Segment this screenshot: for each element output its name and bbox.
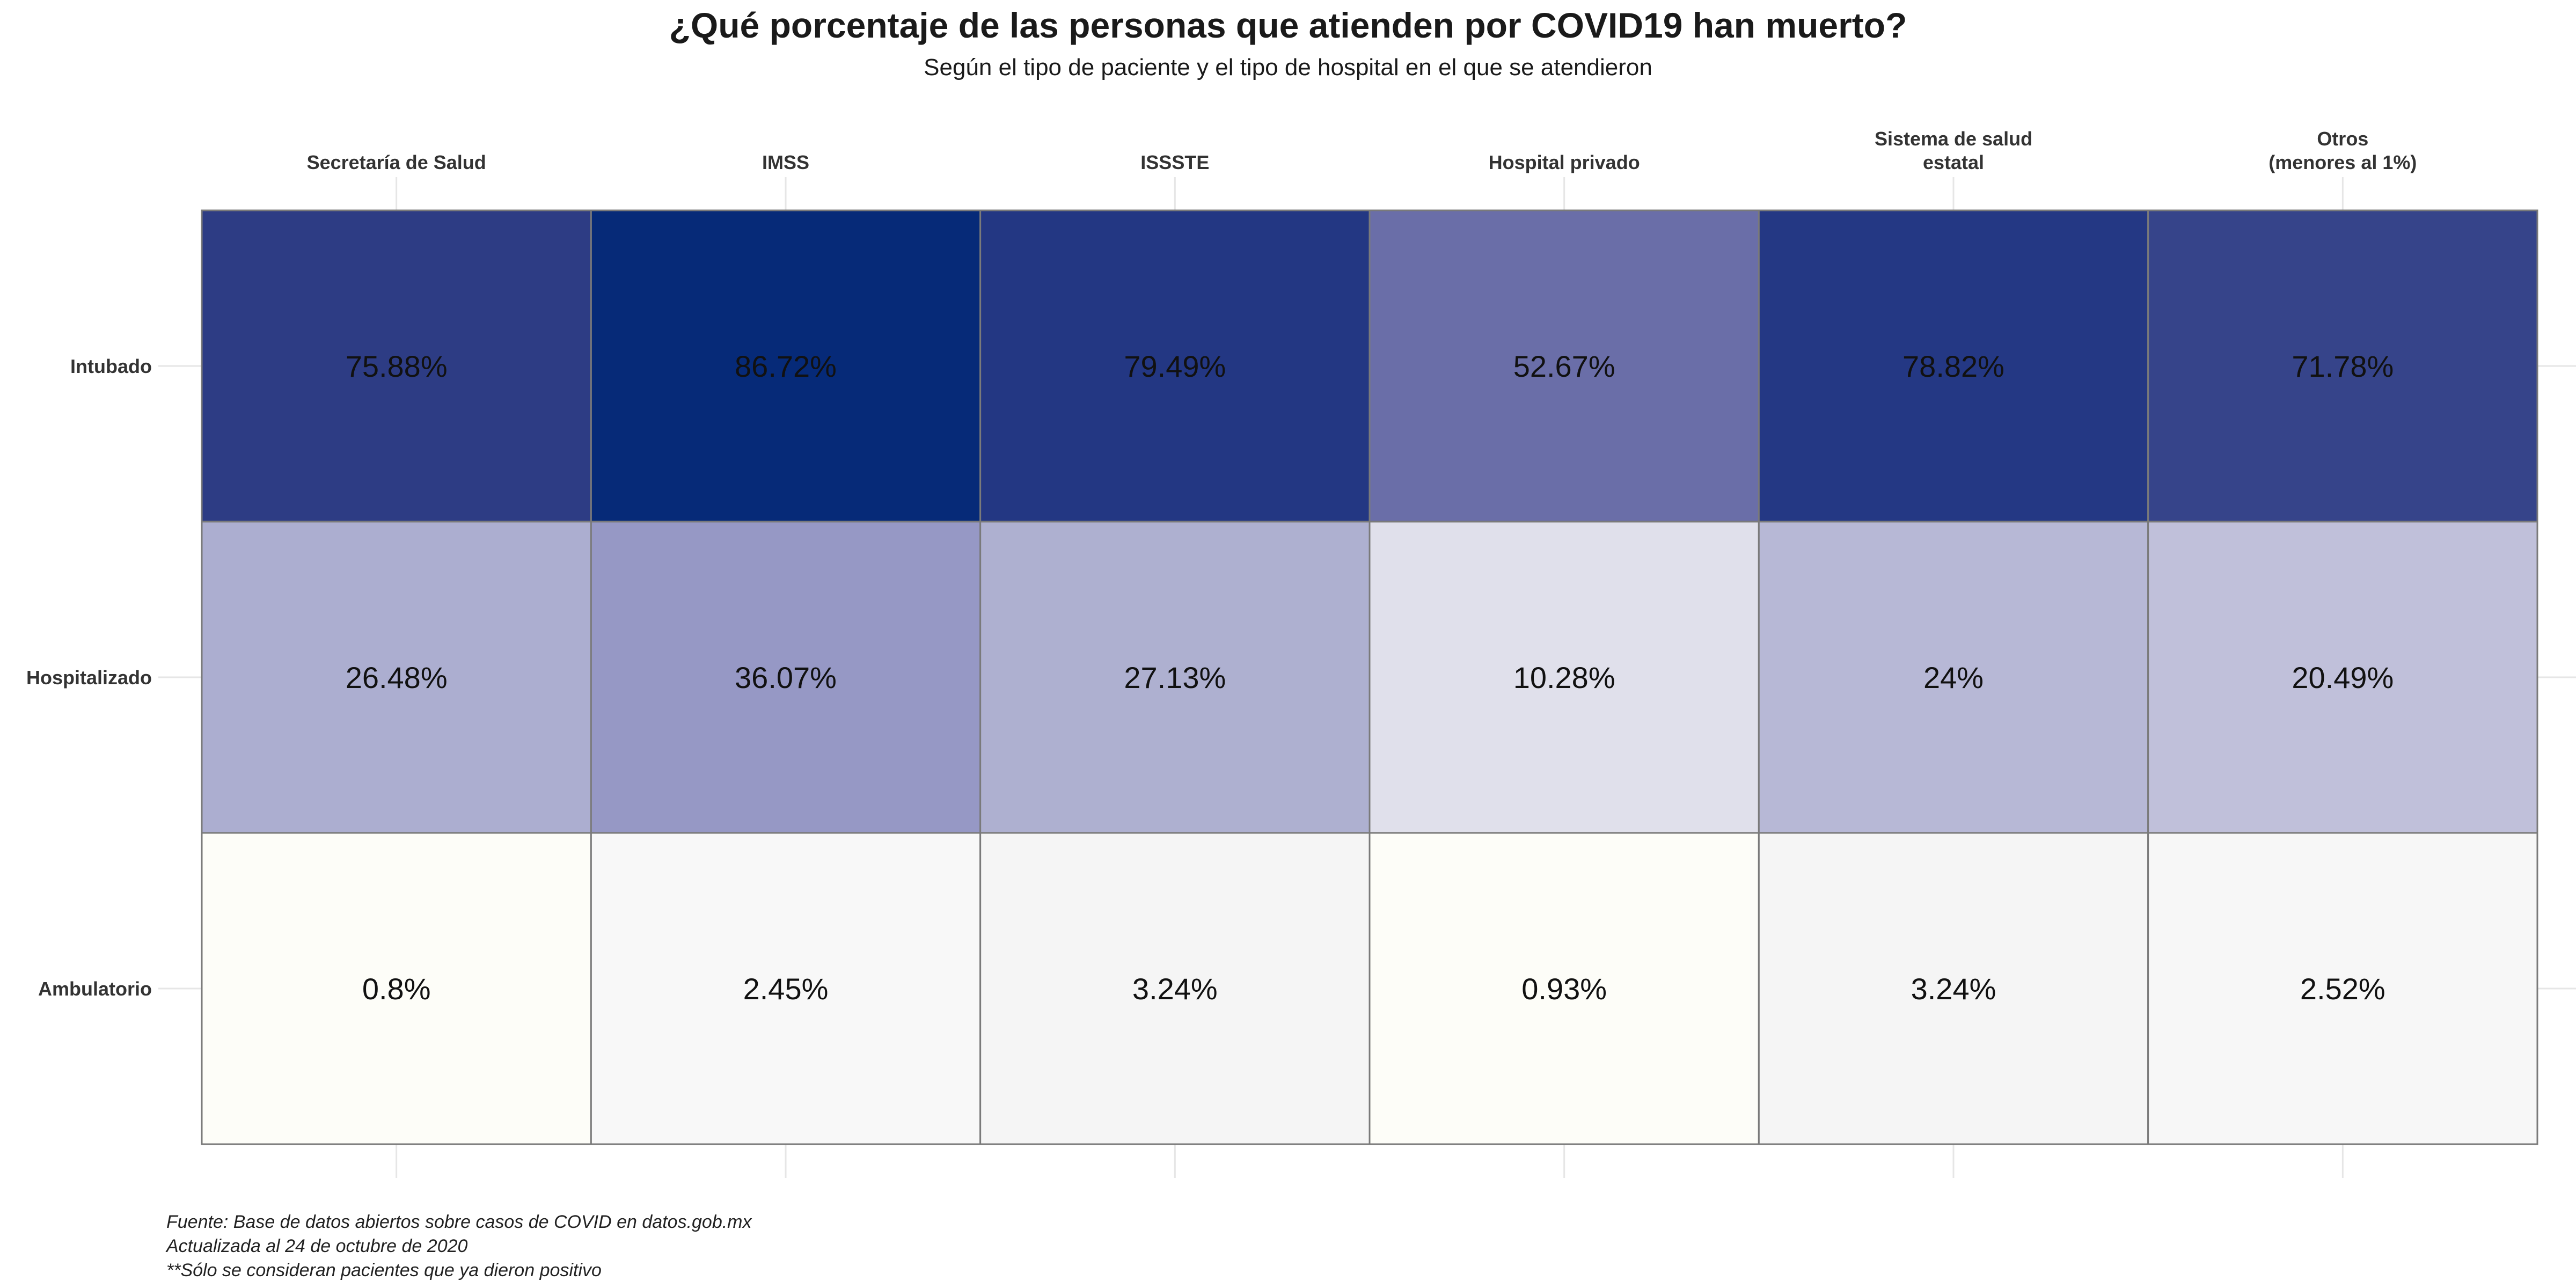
heatmap-cell	[979, 521, 1371, 834]
caption-line: **Sólo se consideran pacientes que ya di…	[166, 1260, 602, 1280]
cell-value-label: 79.49%	[1124, 349, 1226, 383]
cell-value-label: 3.24%	[1132, 972, 1218, 1006]
heatmap-cell	[1368, 832, 1760, 1145]
heatmap-cell	[2147, 209, 2538, 523]
column-label: Secretaría de Salud	[307, 151, 486, 173]
row-label: Intubado	[70, 355, 152, 377]
cell-value-label: 0.93%	[1521, 972, 1607, 1006]
cell-value-label: 78.82%	[1902, 349, 2004, 383]
heatmap-cell	[2147, 832, 2538, 1145]
heatmap-cell	[979, 832, 1371, 1145]
cell-value-label: 3.24%	[1911, 972, 1996, 1006]
cell-value-label: 86.72%	[735, 349, 837, 383]
heatmap-cell	[590, 521, 982, 834]
cell-value-label: 52.67%	[1513, 349, 1615, 383]
heatmap-cell	[201, 832, 592, 1145]
column-label: Sistema de salud estatal	[1875, 128, 2032, 173]
heatmap-cell	[590, 209, 982, 523]
cell-labels: 75.88% 86.72% 79.49% 52.67% 78.82% 71.78% 26.4…	[346, 349, 2394, 1006]
cell-value-label: 24%	[1923, 661, 1984, 694]
heatmap-cell	[1368, 209, 1760, 523]
axis-labels: Secretaría de Salud IMSS ISSSTE Hospital pr…	[26, 128, 2417, 1000]
heatmap-cell	[590, 832, 982, 1145]
cell-value-label: 26.48%	[346, 661, 448, 694]
heatmap-cell	[1758, 832, 2149, 1145]
column-label: Otros (menores al 1%)	[2268, 128, 2417, 173]
cell-value-label: 27.13%	[1124, 661, 1226, 694]
heatmap-cell	[2147, 521, 2538, 834]
cell-value-label: 2.45%	[743, 972, 829, 1006]
heatmap-cell	[1368, 521, 1760, 834]
column-label: ISSSTE	[1140, 151, 1209, 173]
chart-subtitle: Según el tipo de paciente y el tipo de h…	[924, 54, 1652, 80]
cell-value-label: 2.52%	[2300, 972, 2385, 1006]
cell-value-label: 71.78%	[2292, 349, 2394, 383]
caption-line: Actualizada al 24 de octubre de 2020	[165, 1236, 468, 1256]
cell-value-label: 0.8%	[362, 972, 431, 1006]
cell-value-label: 10.28%	[1513, 661, 1615, 694]
column-label: IMSS	[762, 151, 809, 173]
row-label: Ambulatorio	[38, 978, 152, 1000]
column-label: Hospital privado	[1489, 151, 1640, 173]
row-label: Hospitalizado	[26, 667, 152, 689]
cell-value-label: 75.88%	[346, 349, 448, 383]
chart-caption: Fuente: Base de datos abiertos sobre cas…	[165, 1212, 752, 1280]
heatmap-cell	[1758, 521, 2149, 834]
heatmap-cells	[201, 209, 2538, 1145]
cell-value-label: 36.07%	[735, 661, 837, 694]
chart-title: ¿Qué porcentaje de las personas que atie…	[669, 5, 1907, 45]
caption-line: Fuente: Base de datos abiertos sobre cas…	[166, 1212, 752, 1232]
cell-value-label: 20.49%	[2292, 661, 2394, 694]
heatmap-cell	[201, 521, 592, 834]
